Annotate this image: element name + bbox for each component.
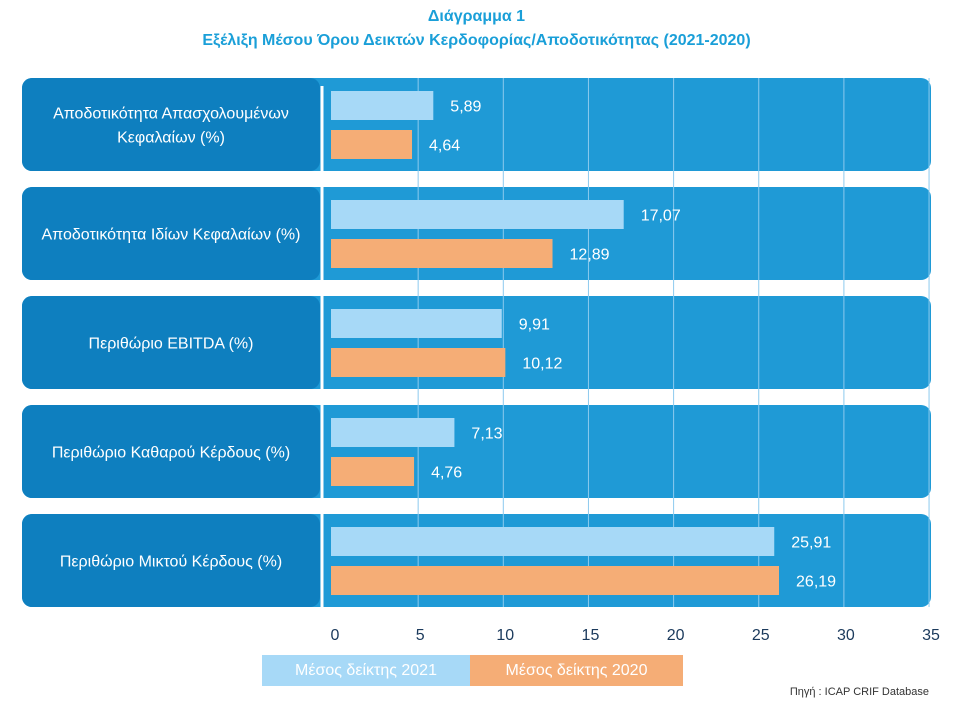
category-label: Περιθώριο Καθαρού Κέρδους (%) xyxy=(52,445,290,462)
chart-subtitle: Εξέλιξη Μέσου Όρου Δεικτών Κερδοφορίας/Α… xyxy=(202,32,751,49)
x-tick-label: 0 xyxy=(331,627,340,644)
data-label: 26,19 xyxy=(796,574,836,591)
data-label: 10,12 xyxy=(522,356,562,373)
bar-2020 xyxy=(331,457,415,486)
data-label: 4,64 xyxy=(429,138,460,155)
x-tick-label: 30 xyxy=(837,627,855,644)
data-label: 5,89 xyxy=(450,99,481,116)
data-label: 9,91 xyxy=(519,317,550,334)
bar-2021 xyxy=(331,418,455,447)
category-label: Κεφαλαίων (%) xyxy=(117,130,225,147)
source-note: Πηγή : ICAP CRIF Database xyxy=(789,686,929,698)
x-tick-label: 20 xyxy=(667,627,685,644)
x-tick-label: 5 xyxy=(416,627,425,644)
x-tick-label: 35 xyxy=(922,627,940,644)
category-label-panel xyxy=(22,187,320,280)
bar-2020 xyxy=(331,239,553,268)
category-label: Αποδοτικότητα Ιδίων Κεφαλαίων (%) xyxy=(42,227,301,244)
chart-title: Διάγραμμα 1 xyxy=(427,8,526,25)
bar-2021 xyxy=(331,309,502,338)
data-label: 7,13 xyxy=(471,426,502,443)
legend-item-2021: Μέσος δείκτης 2021 xyxy=(262,655,470,686)
bar-2021 xyxy=(331,527,775,556)
category-label-panel xyxy=(22,296,320,389)
x-tick-label: 10 xyxy=(496,627,514,644)
bar-2020 xyxy=(331,348,506,377)
data-label: 12,89 xyxy=(570,247,610,264)
category-label: Περιθώριο Μικτού Κέρδους (%) xyxy=(60,554,282,571)
bar-2021 xyxy=(331,200,624,229)
data-label: 17,07 xyxy=(641,208,681,225)
category-label: Περιθώριο EBITDA (%) xyxy=(89,336,254,353)
bar-2020 xyxy=(331,130,413,159)
data-label: 4,76 xyxy=(431,465,462,482)
category-label-panel xyxy=(22,405,320,498)
category-label-panel xyxy=(22,78,320,171)
category-label: Αποδοτικότητα Απασχολουμένων xyxy=(53,106,289,123)
bar-2021 xyxy=(331,91,434,120)
bar-chart: Αποδοτικότητα Απασχολουμένων Κεφαλαίων (%… xyxy=(22,78,940,644)
x-tick-label: 15 xyxy=(582,627,600,644)
data-label: 25,91 xyxy=(791,535,831,552)
category-label-panel xyxy=(22,514,320,607)
bar-2020 xyxy=(331,566,780,595)
x-tick-label: 25 xyxy=(752,627,770,644)
legend-item-2020: Μέσος δείκτης 2020 xyxy=(470,655,683,686)
